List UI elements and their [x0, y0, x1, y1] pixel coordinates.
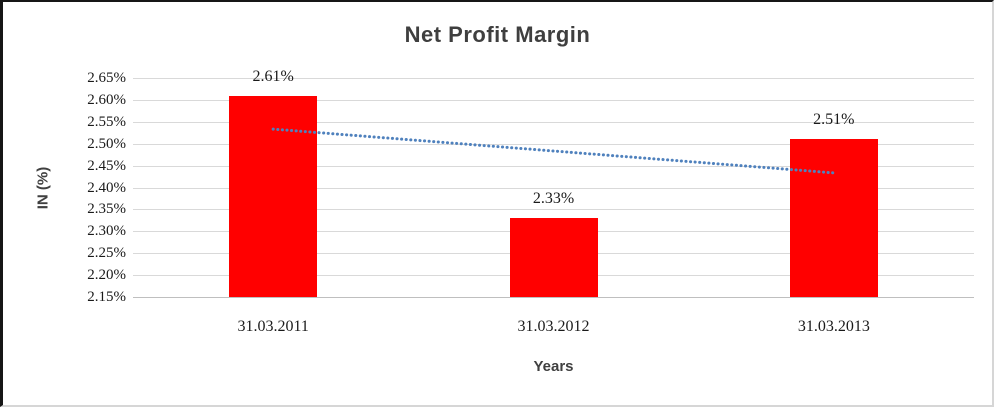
bar-31.03.2011: [229, 95, 318, 297]
bar-31.03.2013: [789, 139, 878, 297]
y-tick-label: 2.50%: [87, 135, 126, 152]
gridline: [133, 187, 974, 189]
data-label: 2.51%: [813, 111, 855, 129]
gridline: [133, 209, 974, 211]
gridline: [133, 78, 974, 79]
y-tick-label: 2.20%: [87, 267, 126, 284]
y-axis-title: IN (%): [34, 166, 52, 210]
y-tick-label: 2.60%: [87, 91, 126, 108]
gridline: [133, 121, 974, 123]
x-tick-label: 31.03.2012: [517, 318, 590, 335]
y-tick-label: 2.40%: [87, 179, 126, 196]
x-axis-line: [133, 297, 974, 298]
y-tick-label: 2.35%: [87, 201, 126, 218]
data-label: 2.61%: [252, 67, 294, 85]
x-tick-label: 31.03.2011: [237, 318, 309, 335]
y-tick-label: 2.30%: [87, 223, 126, 240]
y-tick-label: 2.25%: [87, 245, 126, 262]
data-label: 2.33%: [532, 190, 575, 208]
x-tick-label: 31.03.2013: [797, 318, 870, 335]
y-tick-label: 2.15%: [87, 289, 126, 305]
x-axis-title: Years: [533, 358, 574, 375]
y-tick-label: 2.65%: [87, 70, 126, 86]
y-tick-label: 2.55%: [87, 113, 126, 130]
chart-title: Net Profit Margin: [404, 22, 591, 47]
y-tick-label: 2.45%: [87, 157, 126, 174]
gridline: [133, 99, 974, 101]
bar-31.03.2012: [509, 218, 598, 297]
